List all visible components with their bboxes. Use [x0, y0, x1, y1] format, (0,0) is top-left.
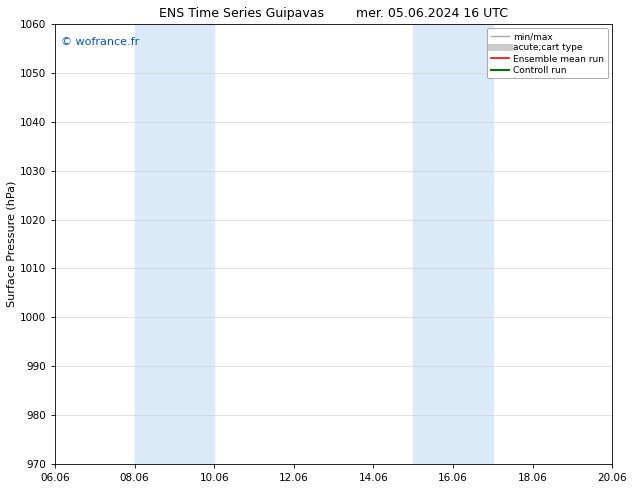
Title: ENS Time Series Guipavas        mer. 05.06.2024 16 UTC: ENS Time Series Guipavas mer. 05.06.2024…	[159, 7, 508, 20]
Y-axis label: Surface Pressure (hPa): Surface Pressure (hPa)	[7, 181, 17, 307]
Bar	[413, 24, 493, 464]
Legend: min/max, acute;cart type, Ensemble mean run, Controll run: min/max, acute;cart type, Ensemble mean …	[487, 28, 608, 78]
Bar	[134, 24, 214, 464]
Text: © wofrance.fr: © wofrance.fr	[61, 37, 139, 47]
